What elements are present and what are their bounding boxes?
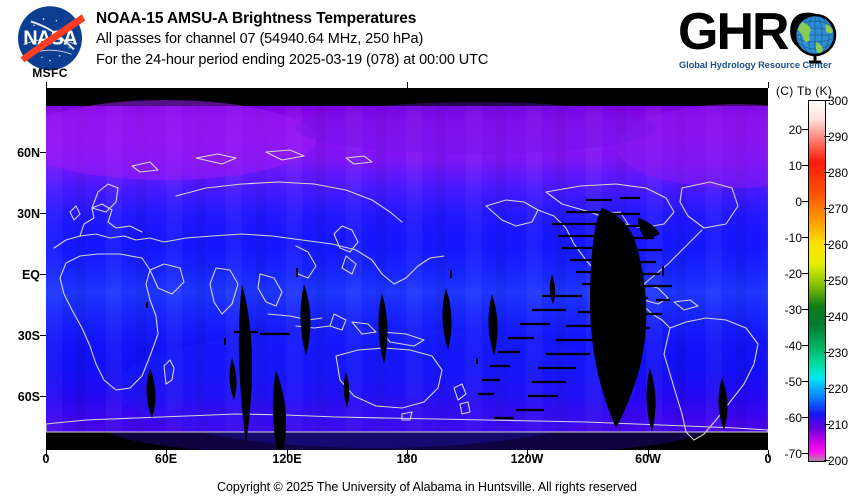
cb-celsius-tick xyxy=(802,165,808,166)
xtick-label-120w: 120W xyxy=(510,452,544,466)
header: NASA MSFC NOAA-15 AMSU-A Brightness Temp… xyxy=(0,0,854,88)
cb-celsius-label: -30 xyxy=(784,303,802,317)
speckle-dropouts xyxy=(146,266,664,387)
ghrc-fullname: Global Hydrology Resource Center xyxy=(679,60,832,70)
cb-celsius-label: -70 xyxy=(784,447,802,461)
cb-celsius-tick xyxy=(802,345,808,346)
xtick-label-0w: 0 xyxy=(764,452,772,466)
cb-kelvin-tick xyxy=(824,172,830,173)
cb-celsius-label: -50 xyxy=(784,375,802,389)
missing-data-swaths xyxy=(146,208,728,450)
xtick-mark-top xyxy=(46,82,47,88)
cb-celsius-tick xyxy=(802,237,808,238)
xtick-mark xyxy=(768,450,769,457)
cb-kelvin-label: 270 xyxy=(828,202,849,216)
xtick-mark xyxy=(407,450,408,457)
colorbar-strip xyxy=(808,100,826,462)
cb-celsius-label: 10 xyxy=(788,159,802,173)
ytick-mark xyxy=(40,396,46,397)
cb-celsius-label: 0 xyxy=(795,195,802,209)
xtick-mark xyxy=(527,450,528,457)
xtick-label-180: 180 xyxy=(396,452,418,466)
page-title: NOAA-15 AMSU-A Brightness Temperatures xyxy=(96,10,417,27)
cb-kelvin-tick xyxy=(824,208,830,209)
svg-text:GHR: GHR xyxy=(678,3,789,61)
cb-kelvin-tick xyxy=(824,316,830,317)
xtick-mark xyxy=(166,450,167,457)
cb-kelvin-tick xyxy=(824,100,830,101)
cb-kelvin-label: 240 xyxy=(828,310,849,324)
cb-kelvin-tick xyxy=(824,352,830,353)
cb-celsius-tick xyxy=(802,129,808,130)
ytick-mark xyxy=(40,152,46,153)
ytick-label-30s: 30S xyxy=(17,329,40,343)
xtick-mark xyxy=(648,450,649,457)
title-subtitle-period: For the 24-hour period ending 2025-03-19… xyxy=(96,52,489,68)
scanline-dropouts xyxy=(234,196,672,420)
cb-celsius-label: -60 xyxy=(784,411,802,425)
cb-celsius-tick xyxy=(802,201,808,202)
copyright-notice: Copyright © 2025 The University of Alaba… xyxy=(217,480,637,494)
cb-kelvin-label: 250 xyxy=(828,274,849,288)
cb-celsius-tick xyxy=(802,309,808,310)
cb-celsius-tick xyxy=(802,273,808,274)
ytick-mark xyxy=(40,335,46,336)
ytick-mark xyxy=(40,274,46,275)
xtick-mark-top xyxy=(407,82,408,88)
xtick-mark xyxy=(287,450,288,457)
title-subtitle-channel: All passes for channel 07 (54940.64 MHz,… xyxy=(96,31,424,47)
cb-celsius-tick xyxy=(802,417,808,418)
cb-kelvin-label: 280 xyxy=(828,166,849,180)
ytick-mark xyxy=(40,213,46,214)
cb-kelvin-tick xyxy=(824,136,830,137)
cb-kelvin-label: 220 xyxy=(828,382,849,396)
cb-kelvin-label: 290 xyxy=(828,130,849,144)
cb-kelvin-tick xyxy=(824,424,830,425)
cb-celsius-tick xyxy=(802,453,808,454)
cb-kelvin-label: 260 xyxy=(828,238,849,252)
ytick-label-eq: EQ xyxy=(21,268,40,282)
nasa-center-label: MSFC xyxy=(32,66,68,80)
title-block: NOAA-15 AMSU-A Brightness Temperatures A… xyxy=(96,8,488,71)
xtick-label-60e: 60E xyxy=(154,452,178,466)
xtick-label-0e: 0 xyxy=(42,452,50,466)
cb-celsius-label: -20 xyxy=(784,267,802,281)
xtick-mark-top xyxy=(768,82,769,88)
ytick-label-60s: 60S xyxy=(17,390,40,404)
cb-kelvin-label: 210 xyxy=(828,418,849,432)
cb-celsius-label: 20 xyxy=(788,123,802,137)
cb-celsius-label: -10 xyxy=(784,231,802,245)
ytick-label-60n: 60N xyxy=(17,146,40,160)
nasa-meatball-logo: NASA xyxy=(18,6,86,71)
map-plot-area[interactable] xyxy=(46,88,768,450)
cb-kelvin-tick xyxy=(824,388,830,389)
cb-kelvin-label: 300 xyxy=(828,94,849,108)
cb-celsius-label: -40 xyxy=(784,339,802,353)
xtick-mark xyxy=(46,450,47,457)
ghrc-logo: GHR C Global Hydrology Resource Center xyxy=(678,3,837,70)
cb-kelvin-tick xyxy=(824,460,830,461)
cb-kelvin-tick xyxy=(824,280,830,281)
cb-celsius-tick xyxy=(802,381,808,382)
colorbar-header: (C) Tb (K) xyxy=(776,84,833,98)
xtick-label-60w: 60W xyxy=(635,452,661,466)
xtick-label-120e: 120E xyxy=(272,452,302,466)
cb-kelvin-tick xyxy=(824,244,830,245)
brightness-temperature-field xyxy=(46,88,768,450)
ytick-label-30n: 30N xyxy=(17,207,40,221)
cb-kelvin-label: 230 xyxy=(828,346,849,360)
cb-kelvin-label: 200 xyxy=(828,454,849,468)
